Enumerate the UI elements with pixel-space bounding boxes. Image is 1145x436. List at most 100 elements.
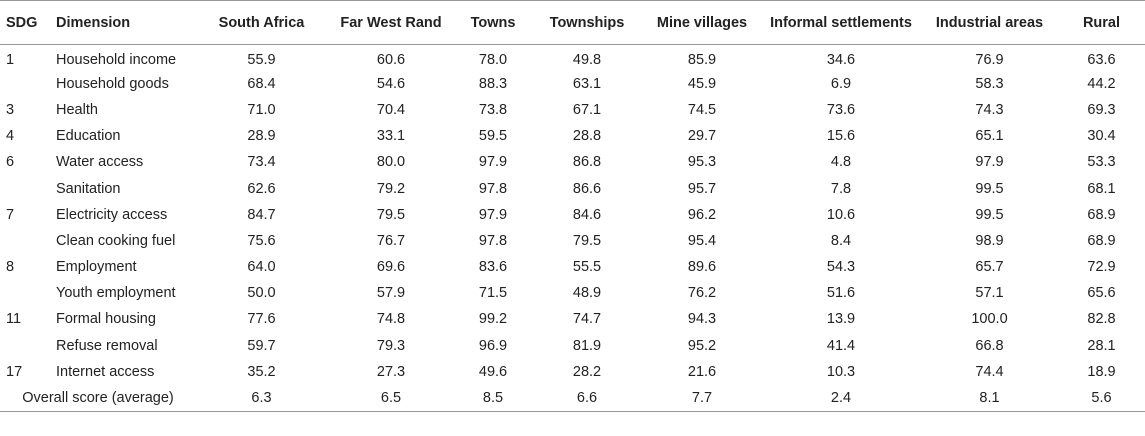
value-cell: 28.8 [572,128,602,145]
value-cell: 27.3 [376,363,406,380]
table-row: 4 Education 28.9 33.1 59.5 28.8 29.7 15.6 65.1 30… [0,123,1145,149]
value-cell: 85.9 [687,51,717,68]
header-towns: Towns [470,14,516,31]
table-body: 1 Household income 55.9 60.6 78.0 49.8 85.9 34.… [0,45,1145,412]
sdg-cell [0,71,56,97]
header-townships: Townships [549,14,625,31]
dimension-cell: Sanitation [56,180,121,197]
value-cell: 6.9 [830,75,852,92]
table-row: 11 Formal housing 77.6 74.8 99.2 74.7 94.3 13.9… [0,306,1145,332]
sdg-cell: 1 [6,51,15,68]
value-cell: 80.0 [376,154,406,171]
value-cell: 68.1 [1087,180,1116,197]
value-cell: 48.9 [572,285,602,302]
sdg-cell: 7 [6,206,15,223]
value-cell: 53.3 [1087,154,1116,171]
value-cell: 97.9 [478,154,508,171]
value-cell: 13.9 [826,311,856,328]
value-cell: 57.9 [376,285,406,302]
value-cell: 67.1 [572,101,602,118]
overall-value-cell: 5.6 [1091,389,1112,406]
value-cell: 44.2 [1087,75,1116,92]
value-cell: 95.7 [687,180,717,197]
value-cell: 35.2 [247,363,276,380]
value-cell: 88.3 [478,75,508,92]
value-cell: 28.9 [247,128,276,145]
value-cell: 76.9 [975,51,1004,68]
value-cell: 74.4 [975,363,1004,380]
value-cell: 86.6 [572,180,602,197]
dimension-cell: Household goods [56,75,169,92]
value-cell: 55.5 [572,259,602,276]
value-cell: 77.6 [247,311,276,328]
value-cell: 79.5 [572,232,602,249]
value-cell: 65.1 [975,128,1004,145]
dimension-cell: Electricity access [56,206,168,223]
header-row: SDG Dimension South Africa Far West Rand… [0,0,1145,45]
value-cell: 96.9 [478,337,508,354]
overall-value-cell: 6.6 [576,389,598,406]
value-cell: 10.3 [826,363,856,380]
value-cell: 34.6 [826,51,856,68]
value-cell: 33.1 [376,128,406,145]
value-cell: 68.4 [247,75,276,92]
value-cell: 97.8 [478,232,508,249]
value-cell: 69.3 [1087,101,1116,118]
value-cell: 71.0 [247,101,276,118]
table-row: 6 Water access 73.4 80.0 97.9 86.8 95.3 4.8 97.9… [0,149,1145,175]
dimension-cell: Internet access [56,363,155,380]
value-cell: 74.3 [975,101,1004,118]
sdg-cell: 4 [6,128,15,145]
sdg-cell: 11 [6,311,22,328]
value-cell: 63.6 [1087,51,1116,68]
value-cell: 75.6 [247,232,276,249]
value-cell: 28.2 [572,363,602,380]
value-cell: 63.1 [572,75,602,92]
header-far-west-rand: Far West Rand [340,14,442,31]
value-cell: 73.6 [826,101,856,118]
table-row: 3 Health 71.0 70.4 73.8 67.1 74.5 73.6 74.3 69.3 [0,97,1145,123]
value-cell: 69.6 [376,259,406,276]
value-cell: 68.9 [1087,206,1116,223]
value-cell: 74.5 [687,101,717,118]
header-south-africa: South Africa [218,14,305,31]
overall-value-cell: 8.1 [979,389,1000,406]
table-row: Clean cooking fuel 75.6 76.7 97.8 79.5 95.4 8.… [0,228,1145,254]
overall-value-cell: 7.7 [691,389,713,406]
table-row: 8 Employment 64.0 69.6 83.6 55.5 89.6 54.3 65.7 7… [0,254,1145,280]
table-row: Household goods 68.4 54.6 88.3 63.1 45.9 6.9 58… [0,71,1145,97]
value-cell: 66.8 [975,337,1004,354]
value-cell: 76.2 [687,285,717,302]
overall-score-label: Overall score (average) [22,389,174,406]
header-sdg: SDG [6,14,38,31]
value-cell: 59.5 [478,128,508,145]
dimension-cell: Youth employment [56,285,176,302]
value-cell: 76.7 [376,232,406,249]
table-row: 1 Household income 55.9 60.6 78.0 49.8 85.9 34.… [0,45,1145,71]
value-cell: 15.6 [826,128,856,145]
value-cell: 10.6 [826,206,856,223]
table-row: 17 Internet access 35.2 27.3 49.6 28.2 21.6 10.… [0,359,1145,385]
value-cell: 82.8 [1087,311,1116,328]
value-cell: 74.7 [572,311,602,328]
value-cell: 74.8 [376,311,406,328]
value-cell: 95.3 [687,154,717,171]
value-cell: 54.6 [376,75,406,92]
value-cell: 55.9 [247,51,276,68]
sdg-cell: 17 [6,363,23,380]
overall-value-cell: 6.5 [380,389,402,406]
sdg-cell: 6 [6,154,15,171]
header-industrial-areas: Industrial areas [935,14,1044,31]
table-row: Sanitation 62.6 79.2 97.8 86.6 95.7 7.8 99.5 68.… [0,175,1145,201]
dimension-cell: Household income [56,51,177,68]
value-cell: 73.8 [478,101,508,118]
value-cell: 41.4 [826,337,856,354]
dimension-cell: Clean cooking fuel [56,232,176,249]
value-cell: 83.6 [478,259,508,276]
dimension-cell: Water access [56,154,144,171]
value-cell: 95.4 [687,232,717,249]
table-row: 7 Electricity access 84.7 79.5 97.9 84.6 96.2 1… [0,202,1145,228]
value-cell: 99.2 [478,311,508,328]
value-cell: 78.0 [478,51,508,68]
value-cell: 65.6 [1087,285,1116,302]
